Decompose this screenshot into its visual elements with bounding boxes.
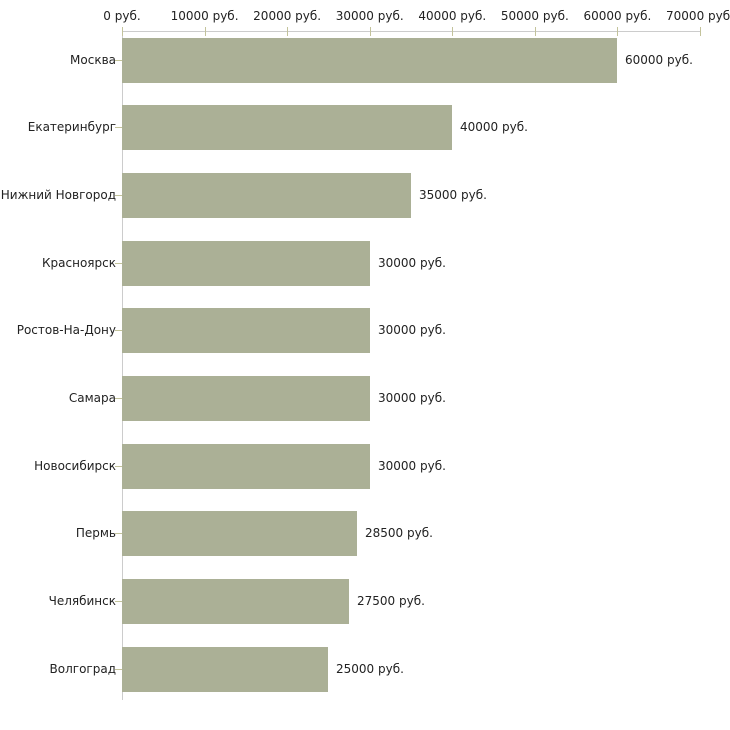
value-label: 35000 руб.: [419, 187, 487, 202]
category-label: Самара: [68, 391, 116, 405]
bar-row: Новосибирск 30000 руб.: [0, 443, 730, 489]
category-tick-mark: [115, 330, 122, 332]
category-label: Пермь: [75, 526, 116, 541]
bar: [122, 240, 370, 286]
x-axis-tick-label: 0 руб.: [103, 9, 141, 23]
category-label: Красноярск: [42, 255, 116, 270]
bar-row: Москва 60000 руб.: [0, 37, 730, 83]
x-axis-tick-label: 10000 руб.: [170, 9, 239, 23]
bar: [122, 37, 617, 83]
x-axis-tick-mark: [204, 27, 206, 36]
bar: [122, 646, 328, 692]
value-label: 30000 руб.: [378, 391, 446, 405]
category-label: Ростов-На-Дону: [16, 323, 116, 338]
x-axis-tick-mark: [122, 27, 123, 36]
x-axis-tick-mark: [287, 27, 289, 36]
x-axis-tick-mark: [534, 27, 536, 36]
x-axis-tick-label: 50000 руб.: [500, 9, 569, 23]
category-tick-mark: [115, 533, 122, 535]
bar: [122, 579, 349, 625]
bar-row: Пермь 28500 руб.: [0, 511, 730, 557]
x-axis-tick-label: 40000 руб.: [418, 9, 487, 23]
category-tick-mark: [115, 601, 122, 603]
bar-row: Нижний Новгород 35000 руб.: [0, 172, 730, 218]
bar: [122, 308, 370, 354]
value-label: 27500 руб.: [357, 594, 425, 609]
value-label: 40000 руб.: [460, 120, 528, 135]
value-label: 30000 руб.: [378, 458, 446, 473]
bar-row: Красноярск 30000 руб.: [0, 240, 730, 286]
value-label: 30000 руб.: [378, 323, 446, 338]
category-tick-mark: [115, 398, 122, 399]
x-axis-line: [122, 31, 701, 32]
category-label: Екатеринбург: [27, 120, 116, 135]
category-label: Москва: [70, 52, 116, 67]
x-axis-tick-mark: [452, 27, 454, 36]
value-label: 60000 руб.: [625, 52, 693, 67]
bar-row: Волгоград 25000 руб.: [0, 646, 730, 692]
category-label: Волгоград: [49, 661, 116, 676]
value-label: 30000 руб.: [378, 255, 446, 270]
x-axis-tick-label: 30000 руб.: [335, 9, 404, 23]
category-tick-mark: [115, 262, 122, 264]
category-tick-mark: [115, 194, 122, 196]
bar: [122, 511, 357, 557]
value-label: 28500 руб.: [365, 526, 433, 541]
y-axis-line: [122, 31, 123, 700]
x-axis-tick-mark: [700, 27, 701, 36]
bar-row: Екатеринбург 40000 руб.: [0, 105, 730, 151]
x-axis-tick-mark: [369, 27, 371, 36]
bar-row: Ростов-На-Дону 30000 руб.: [0, 308, 730, 354]
category-label: Новосибирск: [34, 458, 116, 473]
x-axis-tick-mark: [617, 27, 619, 36]
bar-row: Челябинск 27500 руб.: [0, 579, 730, 625]
category-label: Нижний Новгород: [0, 187, 116, 202]
bar-row: Самара 30000 руб.: [0, 376, 730, 421]
category-label: Челябинск: [48, 594, 116, 609]
value-label: 25000 руб.: [336, 661, 404, 676]
bar: [122, 376, 370, 421]
x-axis-tick-label: 70000 руб.: [666, 9, 730, 23]
category-tick-mark: [115, 668, 122, 670]
bar: [122, 172, 411, 218]
bar: [122, 443, 370, 489]
x-axis-tick-label: 60000 руб.: [583, 9, 652, 23]
category-tick-mark: [115, 59, 122, 61]
category-tick-mark: [115, 127, 122, 129]
x-axis-tick-label: 20000 руб.: [253, 9, 322, 23]
category-tick-mark: [115, 465, 122, 467]
bar: [122, 105, 452, 151]
